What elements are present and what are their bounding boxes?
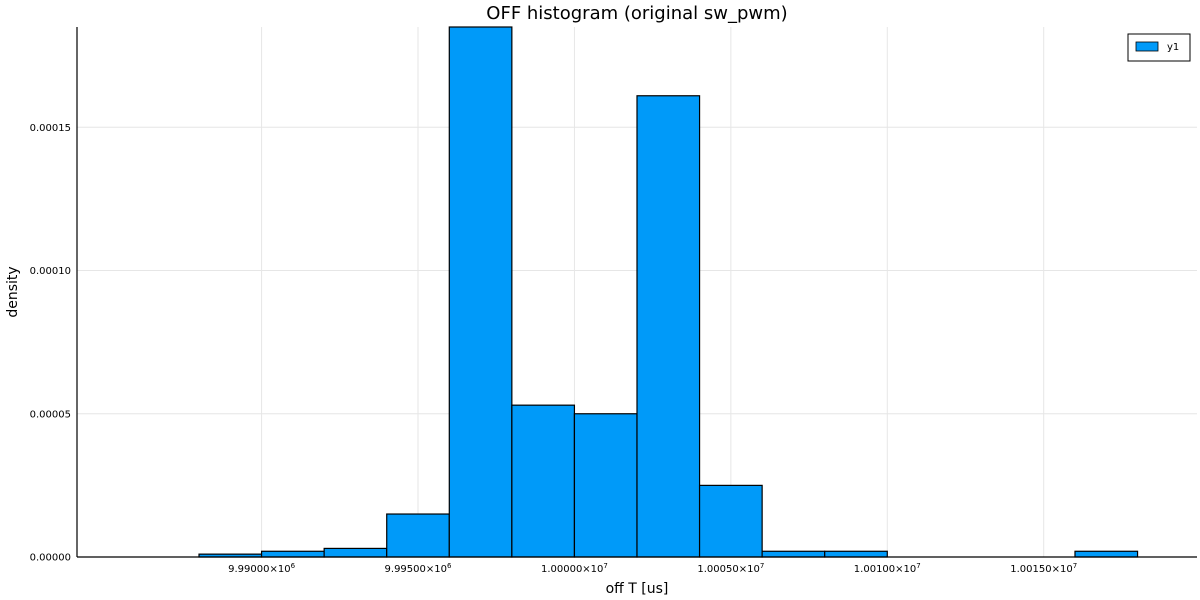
histogram-bar-9 [761,550,826,558]
y-tick-label-1: 0.00005 [30,409,71,420]
x-tick-label-5: 1.00150×107 [1010,562,1077,575]
legend-swatch-y1 [1135,41,1159,52]
histogram-bar-2 [323,547,388,558]
legend-box [1127,33,1191,62]
histogram-bar-8 [698,484,763,558]
legend: y1 [1127,33,1191,62]
histogram-bar-3 [386,513,450,558]
x-axis-title: off T [us] [606,581,669,597]
x-tick-label-4: 1.00100×107 [854,562,921,575]
y-axis-title: density [5,266,21,317]
x-tick-label-2: 1.00000×107 [541,562,608,575]
x-tick-label-3: 1.00050×107 [697,562,764,575]
histogram-bar-6 [573,413,638,558]
histogram-bar-7 [636,95,701,558]
x-tick-label-1: 9.99500×106 [385,562,452,575]
x-tick-labels: 9.99000×106 9.99500×106 1.00000×107 1.00050… [228,562,1077,575]
y-tick-label-0: 0.00000 [30,553,71,564]
x-tick-label-0: 9.99000×106 [228,562,295,575]
histogram-bar-14 [1074,550,1139,558]
y-tick-label-3: 0.00015 [30,123,71,134]
legend-label-y1: y1 [1167,42,1179,53]
y-tick-label-2: 0.00010 [30,266,71,277]
histogram-bar-4 [448,26,513,558]
histogram-bar-10 [824,550,888,558]
axes-layer [76,27,1197,558]
y-tick-labels: 0.00000 0.00005 0.00010 0.00015 [30,123,71,564]
chart-title: OFF histogram (original sw_pwm) [486,3,787,24]
bars-layer [198,26,1139,558]
histogram-bar-5 [511,404,576,558]
histogram-bar-1 [260,550,325,558]
